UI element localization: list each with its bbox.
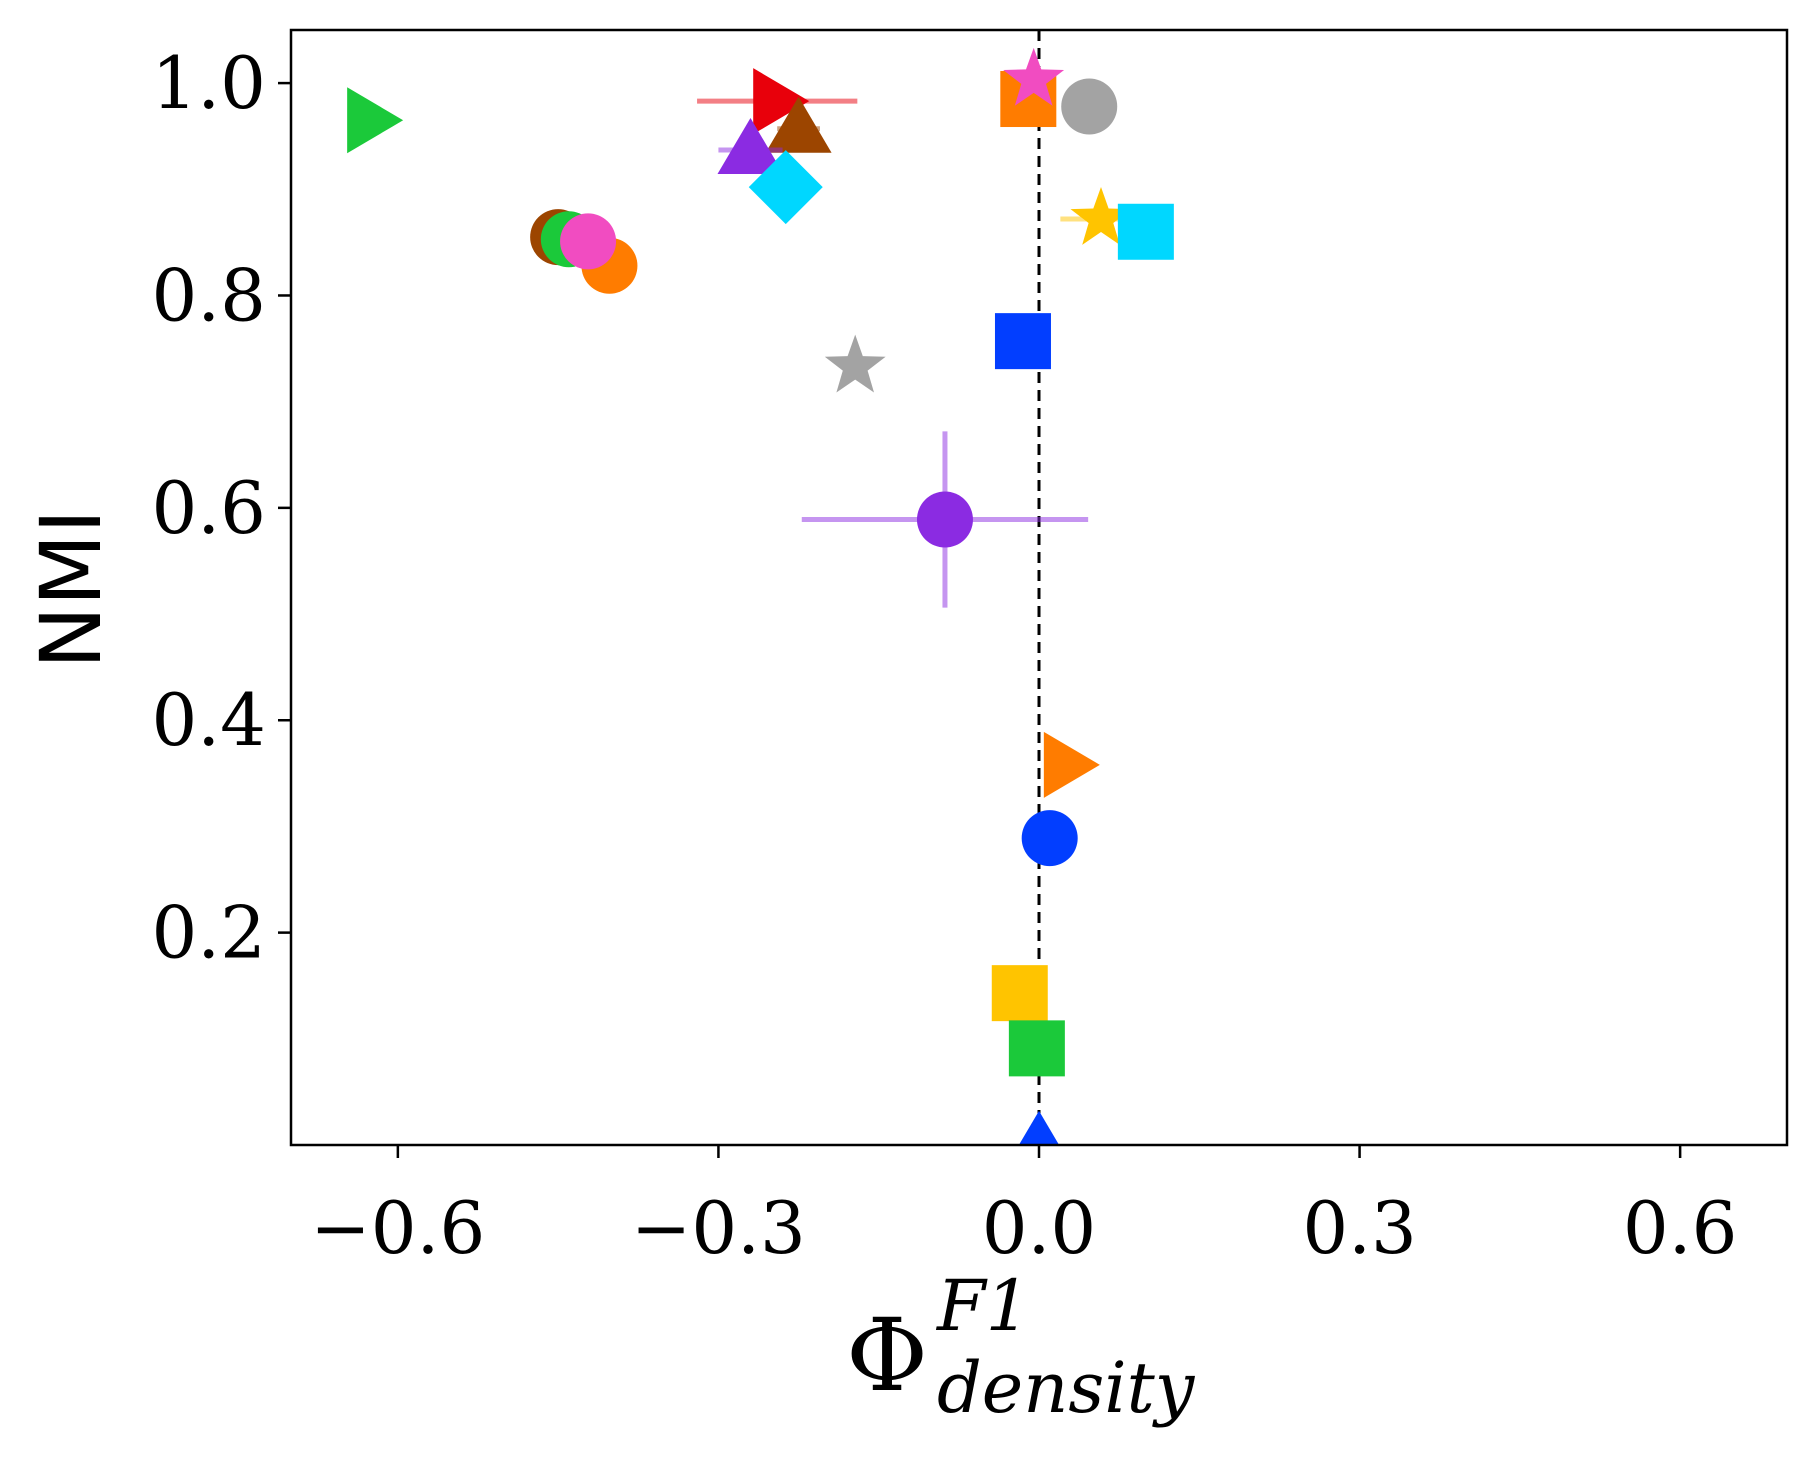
point-green-triangle-right: [347, 87, 404, 154]
x-tick-label: −0.3: [631, 1186, 806, 1270]
yellow-star-marker: [1070, 187, 1132, 245]
point-green-square: [1008, 1020, 1065, 1077]
yellow-square-marker: [991, 965, 1048, 1022]
y-tick-label: 0.8: [151, 253, 266, 337]
orange-triangle-right-marker: [1043, 731, 1100, 798]
x-tick-label: −0.6: [310, 1186, 485, 1270]
x-tick-label: 0.6: [1623, 1186, 1738, 1270]
point-gray-star: [824, 334, 886, 393]
y-tick-label: 0.2: [151, 891, 266, 975]
gray-circle-marker: [1061, 78, 1118, 135]
y-tick-label: 0.6: [151, 466, 266, 550]
x-tick-label: 0.3: [1302, 1186, 1417, 1270]
x-axis-label-superscript: F1: [935, 1265, 1030, 1347]
point-red-triangle-right: [697, 68, 858, 135]
point-purple-circle: [801, 431, 1089, 608]
point-blue-square: [994, 313, 1051, 370]
blue-circle-marker: [1021, 810, 1078, 867]
point-orange-triangle-right: [1043, 731, 1100, 798]
cyan-square-marker: [1117, 203, 1174, 260]
x-axis-label: Φ F1 density: [846, 1265, 1196, 1429]
brown-triangle-up-marker: [765, 96, 832, 153]
x-axis-label-base: Φ: [846, 1297, 928, 1414]
point-purple-triangle-up: [717, 117, 784, 174]
y-tick-label: 0.4: [151, 678, 266, 762]
purple-circle-marker: [916, 491, 973, 548]
y-axis-label: NMI: [22, 509, 120, 669]
cyan-diamond-marker: [748, 150, 823, 225]
pink-star-marker: [1003, 47, 1065, 106]
plot-frame: [289, 28, 1789, 1147]
blue-square-marker: [994, 313, 1051, 370]
point-cyan-diamond: [748, 150, 823, 225]
x-axis-label-subscript: density: [937, 1347, 1196, 1429]
point-pink-star: [1003, 47, 1065, 106]
purple-triangle-up-marker: [717, 117, 784, 174]
point-yellow-square: [991, 965, 1048, 1022]
green-square-marker: [1008, 1020, 1065, 1077]
gray-star-marker: [824, 334, 886, 393]
x-axis-ticks: −0.6 −0.3 0.0 0.3 0.6: [310, 1145, 1737, 1270]
y-tick-label: 1.0: [151, 41, 266, 125]
point-brown-triangle-up: [765, 96, 832, 153]
red-triangle-right-marker: [753, 68, 810, 135]
point-gray-circle: [1061, 78, 1118, 135]
point-blue-circle: [1021, 810, 1078, 867]
data-points: [347, 47, 1174, 1145]
point-blue-triangle-up: [1018, 1110, 1060, 1145]
pink-circle-marker: [560, 213, 617, 270]
y-axis-ticks: 0.2 0.4 0.6 0.8 1.0: [151, 41, 291, 975]
green-triangle-right-marker: [347, 87, 404, 154]
point-cyan-square: [1117, 203, 1174, 260]
point-pink-circle: [560, 213, 617, 270]
blue-triangle-up-marker: [1018, 1110, 1060, 1145]
x-tick-label: 0.0: [982, 1186, 1097, 1270]
